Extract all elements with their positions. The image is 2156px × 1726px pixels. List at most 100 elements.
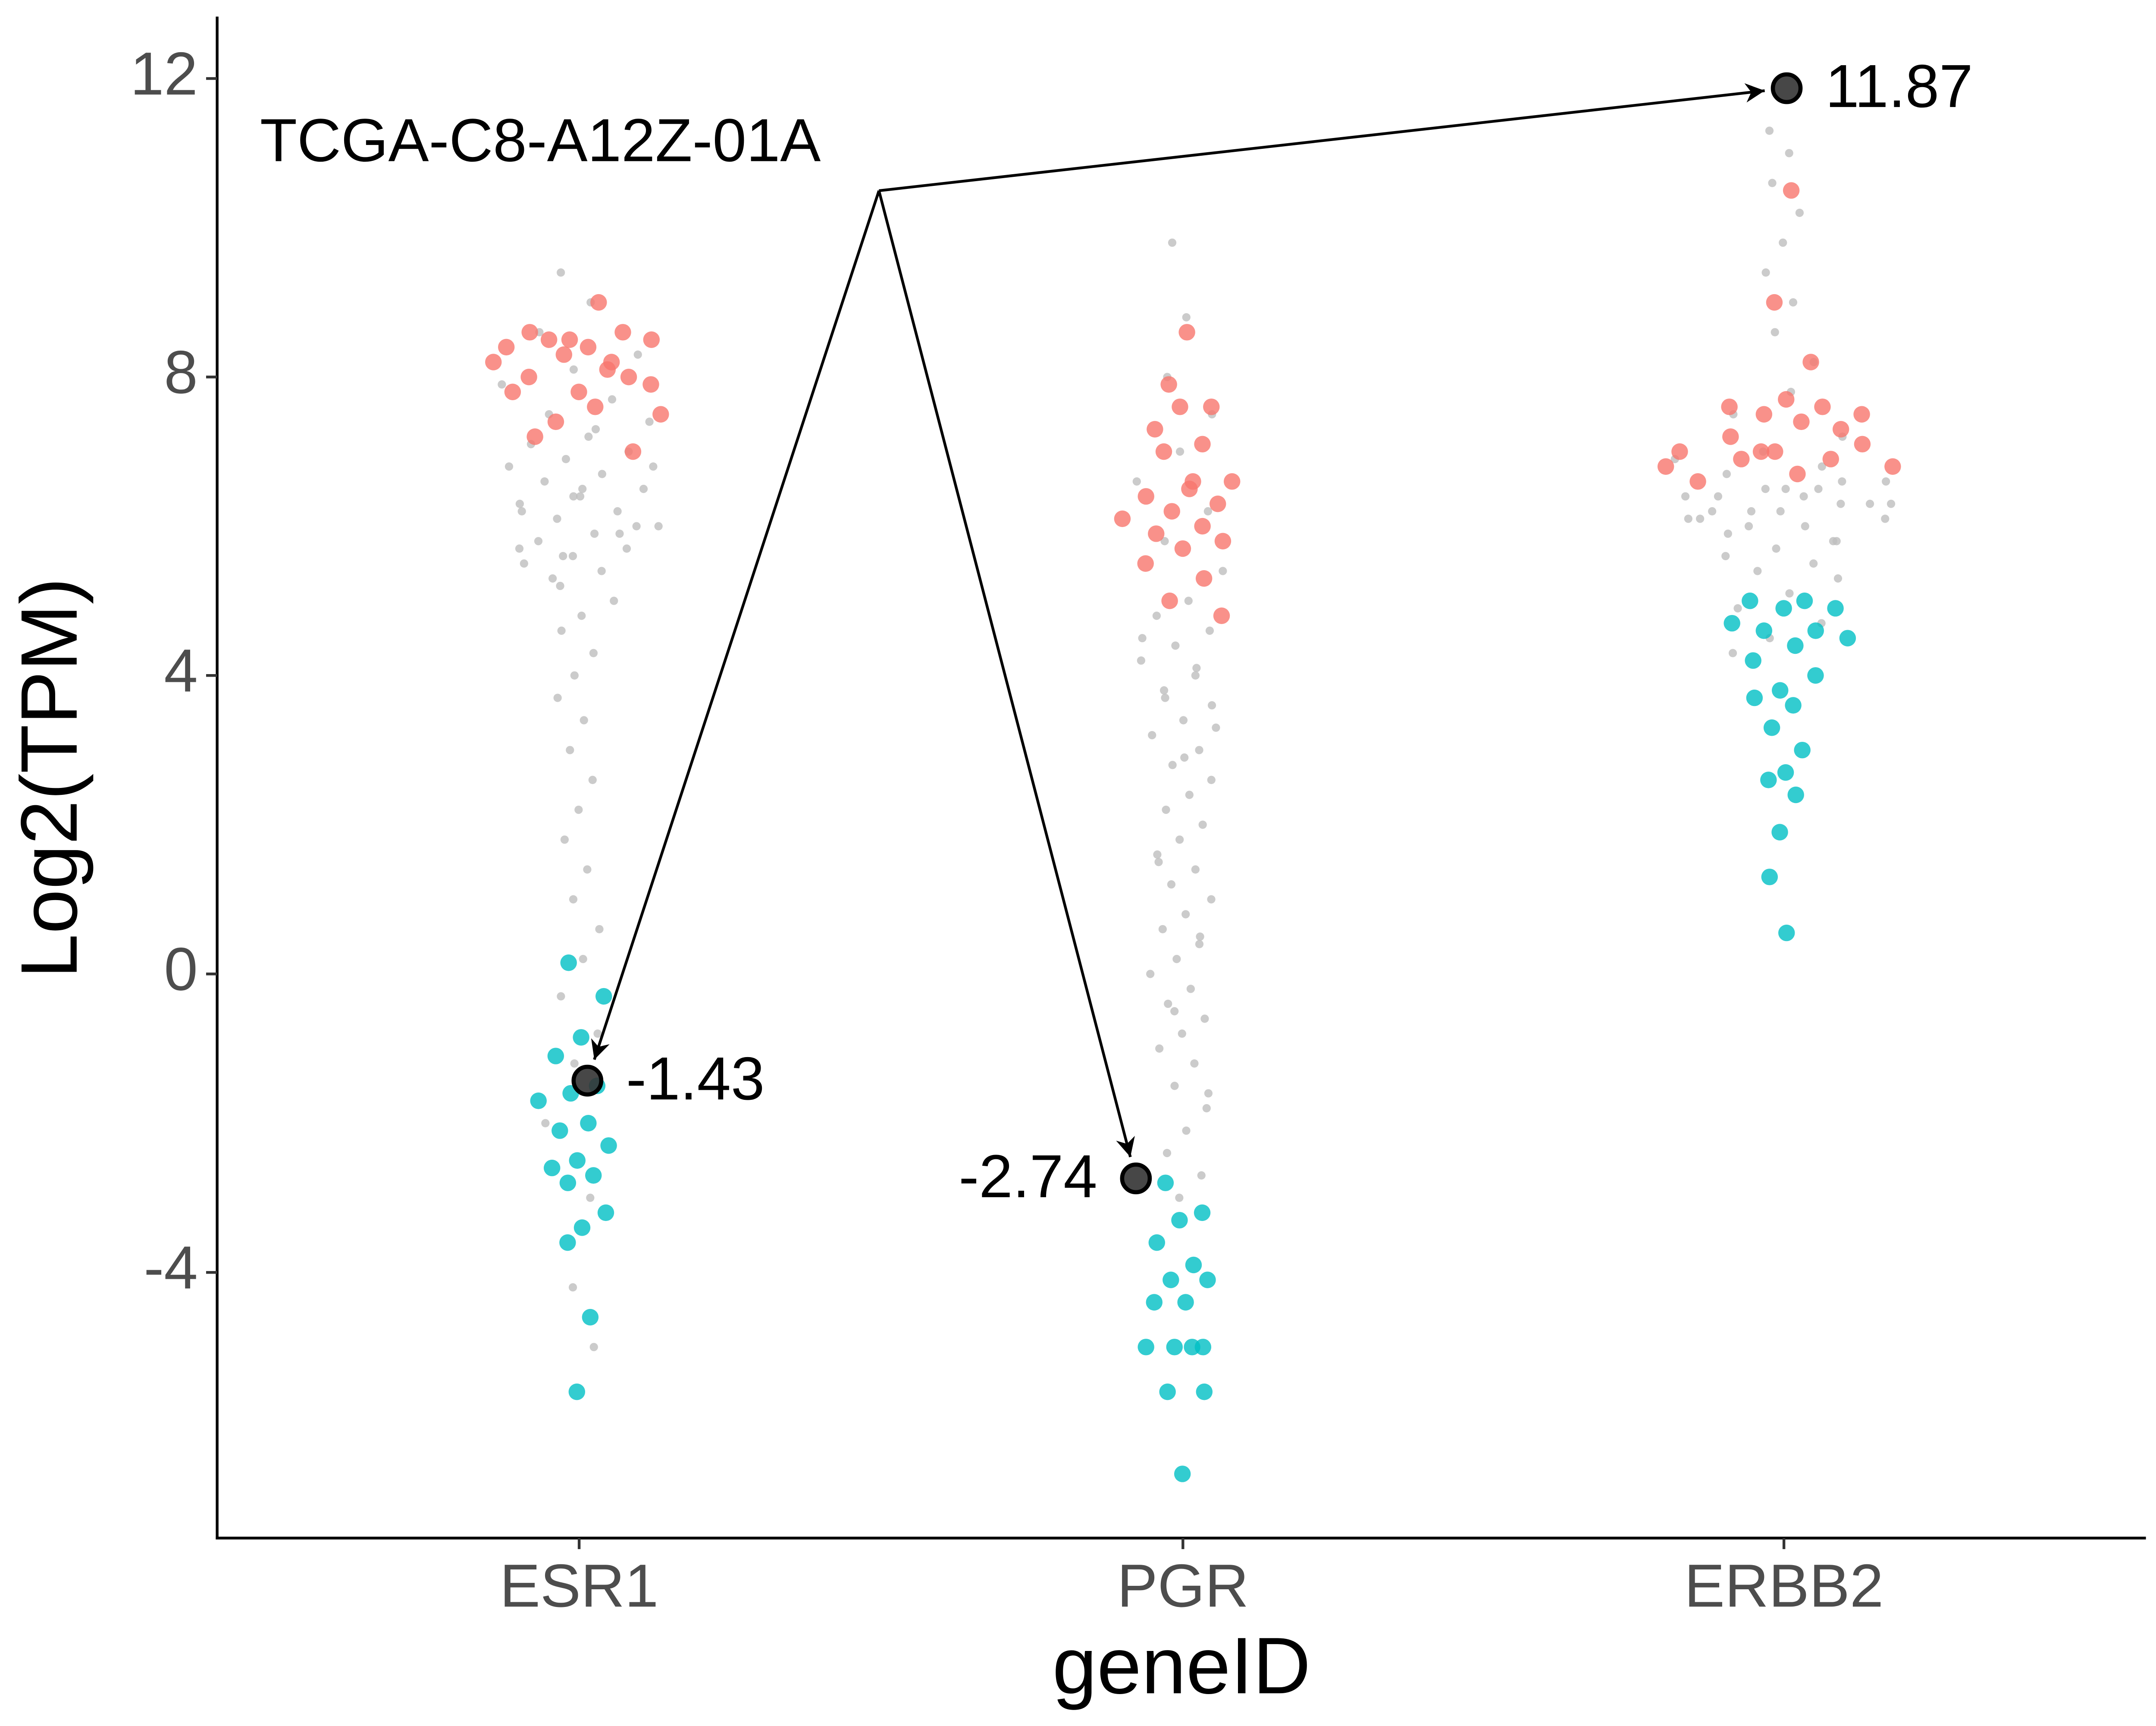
point [1167, 880, 1176, 889]
point [589, 1343, 598, 1351]
point [1163, 1149, 1172, 1158]
point [624, 443, 642, 460]
point [1722, 428, 1739, 445]
point [1747, 507, 1756, 516]
point [1172, 955, 1181, 963]
point [1684, 515, 1692, 523]
point [1164, 999, 1172, 1008]
point [1724, 615, 1740, 632]
point [1721, 552, 1730, 560]
point [1161, 694, 1169, 702]
point [1179, 716, 1188, 725]
point [1714, 492, 1723, 501]
point [1778, 924, 1795, 941]
point [1184, 1339, 1200, 1356]
point [570, 383, 587, 400]
value-label: -1.43 [626, 1044, 765, 1112]
point [1170, 1007, 1179, 1016]
point [633, 350, 642, 359]
point [1742, 592, 1758, 609]
point [574, 805, 583, 814]
point [583, 865, 592, 874]
annotation: TCGA-C8-A12Z-01A [260, 106, 821, 174]
point [591, 425, 600, 433]
x-tick-label: ESR1 [500, 1551, 658, 1619]
point [526, 428, 543, 445]
point [1163, 1271, 1179, 1288]
point [1197, 1171, 1206, 1180]
point [1159, 686, 1169, 695]
point [1195, 940, 1204, 948]
point [1196, 932, 1204, 941]
point [1198, 820, 1207, 829]
point [553, 515, 561, 523]
point [1146, 1294, 1163, 1311]
point [1213, 607, 1230, 624]
point [1689, 473, 1706, 490]
point [1168, 239, 1177, 247]
point [1137, 555, 1154, 572]
point [1787, 786, 1804, 803]
point [1203, 507, 1212, 516]
point [1148, 525, 1165, 542]
point [1708, 507, 1717, 516]
point [1839, 630, 1856, 646]
point [614, 324, 631, 341]
point [597, 1204, 614, 1221]
point [520, 559, 528, 568]
highlight-point [1771, 72, 1803, 104]
point [1171, 641, 1180, 650]
point [521, 324, 538, 341]
point [1192, 664, 1201, 672]
point [1833, 574, 1843, 583]
point [1801, 522, 1809, 530]
point [557, 992, 565, 1001]
point [569, 895, 578, 904]
point [569, 365, 578, 374]
point [1194, 436, 1211, 453]
point [610, 596, 618, 605]
point [515, 499, 524, 508]
point [642, 376, 659, 393]
point [1161, 592, 1178, 609]
point [498, 339, 515, 356]
point [1209, 496, 1226, 512]
point [1172, 399, 1188, 415]
point [517, 507, 526, 516]
point [578, 485, 587, 493]
point [582, 1309, 599, 1326]
point [573, 1029, 589, 1046]
point [504, 383, 521, 400]
point [1822, 451, 1839, 468]
point [577, 612, 586, 620]
y-tick-label: 12 [130, 39, 198, 107]
point [597, 567, 606, 575]
point [1157, 1174, 1174, 1191]
point [547, 413, 564, 430]
point [645, 417, 654, 426]
point [649, 462, 658, 471]
point [557, 626, 566, 635]
point [588, 775, 597, 785]
y-tick-label: 8 [164, 338, 197, 406]
point [1171, 1211, 1188, 1229]
point [1200, 1014, 1209, 1023]
point [1207, 701, 1216, 709]
point [1162, 805, 1170, 814]
x-tick-label: PGR [1117, 1551, 1249, 1619]
point [593, 1029, 602, 1038]
point [1159, 1383, 1176, 1400]
point [1809, 559, 1818, 568]
point [559, 552, 567, 560]
point [1755, 622, 1773, 639]
point [587, 399, 604, 415]
point [1836, 499, 1845, 508]
point [576, 492, 585, 501]
point [1214, 533, 1232, 549]
point [1186, 985, 1195, 993]
point [1854, 436, 1871, 453]
point [559, 1174, 577, 1191]
point [1155, 443, 1172, 460]
y-axis-title: Log2(TPM) [5, 577, 94, 978]
point [530, 1092, 547, 1109]
